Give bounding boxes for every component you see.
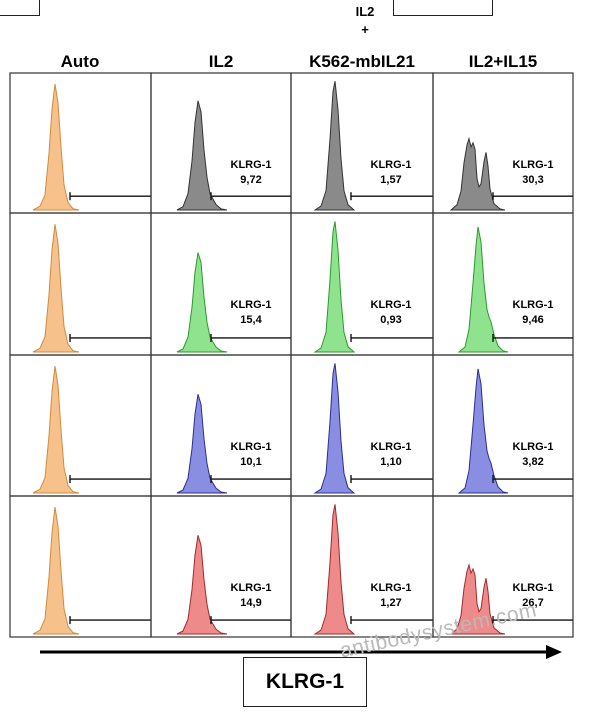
gate-percent-value: 3,82 xyxy=(522,456,543,468)
histogram-peak xyxy=(449,136,506,211)
histogram-peak xyxy=(32,366,80,494)
gate-marker-label: KLRG-1 xyxy=(231,582,272,594)
histogram-peak xyxy=(32,507,80,635)
gate-marker-label: KLRG-1 xyxy=(231,441,272,453)
gate-percent-value: 0,93 xyxy=(380,314,401,326)
panel-border xyxy=(9,212,152,356)
gate-marker-label: KLRG-1 xyxy=(513,582,554,594)
gate-percent-value: 10,1 xyxy=(240,456,261,468)
column-header-il2-il15: IL2+IL15 xyxy=(468,52,538,71)
gate-marker-label: KLRG-1 xyxy=(231,159,272,171)
panel-border xyxy=(290,354,434,497)
panel-border xyxy=(150,354,292,497)
panel-border xyxy=(150,212,292,356)
column-header-il2: IL2 xyxy=(208,52,234,71)
histogram-peak xyxy=(313,504,356,635)
column-header-k562: K562-mbIL21 xyxy=(309,52,415,71)
panel-border xyxy=(432,72,574,214)
gate-percent-value: 1,10 xyxy=(380,456,401,468)
x-axis-arrow-head xyxy=(546,645,562,659)
top-right-box xyxy=(393,0,493,16)
panel-border xyxy=(150,72,292,214)
histogram-peak xyxy=(313,363,356,494)
gate-percent-value: 14,9 xyxy=(240,597,261,609)
panel-border xyxy=(290,72,434,214)
histogram-peak xyxy=(176,394,228,494)
panel-border xyxy=(9,354,152,497)
gate-marker-label: KLRG-1 xyxy=(371,441,412,453)
histogram-peak xyxy=(457,368,509,494)
panel-border xyxy=(9,495,152,638)
panel-border xyxy=(290,212,434,356)
gate-percent-value: 30,3 xyxy=(522,174,543,186)
top-left-box xyxy=(0,0,40,16)
gate-percent-value: 9,46 xyxy=(522,314,543,326)
gate-percent-value: 1,57 xyxy=(380,174,401,186)
panel-border xyxy=(150,495,292,638)
panel-border xyxy=(432,354,574,497)
gate-percent-value: 1,27 xyxy=(380,597,401,609)
gate-percent-value: 15,4 xyxy=(240,314,262,326)
histogram-peak xyxy=(176,252,228,353)
gate-marker-label: KLRG-1 xyxy=(371,299,412,311)
watermark-text: antibodysystem.com xyxy=(338,598,539,663)
histogram-peak xyxy=(32,224,80,353)
header-plus-label: + xyxy=(361,22,369,37)
histogram-peak xyxy=(176,100,228,211)
gate-marker-label: KLRG-1 xyxy=(231,299,272,311)
histogram-peak xyxy=(457,226,509,353)
panel-border xyxy=(290,495,434,638)
gate-marker-label: KLRG-1 xyxy=(513,159,554,171)
histogram-peak xyxy=(176,535,228,635)
gate-percent-value: 9,72 xyxy=(240,174,261,186)
gate-marker-label: KLRG-1 xyxy=(513,441,554,453)
column-header-auto: Auto xyxy=(60,52,100,71)
panel-border xyxy=(432,212,574,356)
histogram-peak xyxy=(32,83,80,211)
header-il2-label: IL2 xyxy=(355,4,375,19)
histogram-peak xyxy=(313,221,356,353)
gate-marker-label: KLRG-1 xyxy=(513,299,554,311)
panel-border xyxy=(9,72,152,214)
gate-marker-label: KLRG-1 xyxy=(371,582,412,594)
histogram-peak xyxy=(313,81,356,211)
gate-marker-label: KLRG-1 xyxy=(371,159,412,171)
x-axis-label: KLRG-1 xyxy=(243,657,367,707)
